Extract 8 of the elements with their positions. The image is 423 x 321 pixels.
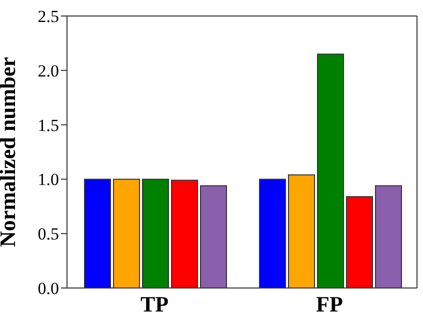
- y-tick-label: 2.5: [38, 7, 59, 26]
- x-tick-label: TP: [140, 292, 169, 317]
- x-tick-label: FP: [316, 292, 343, 317]
- y-tick-label: 2.0: [38, 61, 59, 80]
- y-tick-label: 1.5: [38, 116, 59, 135]
- y-tick-label: 0.0: [38, 279, 59, 298]
- y-tick-label: 0.5: [38, 224, 59, 244]
- y-tick-label: 1.0: [38, 170, 59, 190]
